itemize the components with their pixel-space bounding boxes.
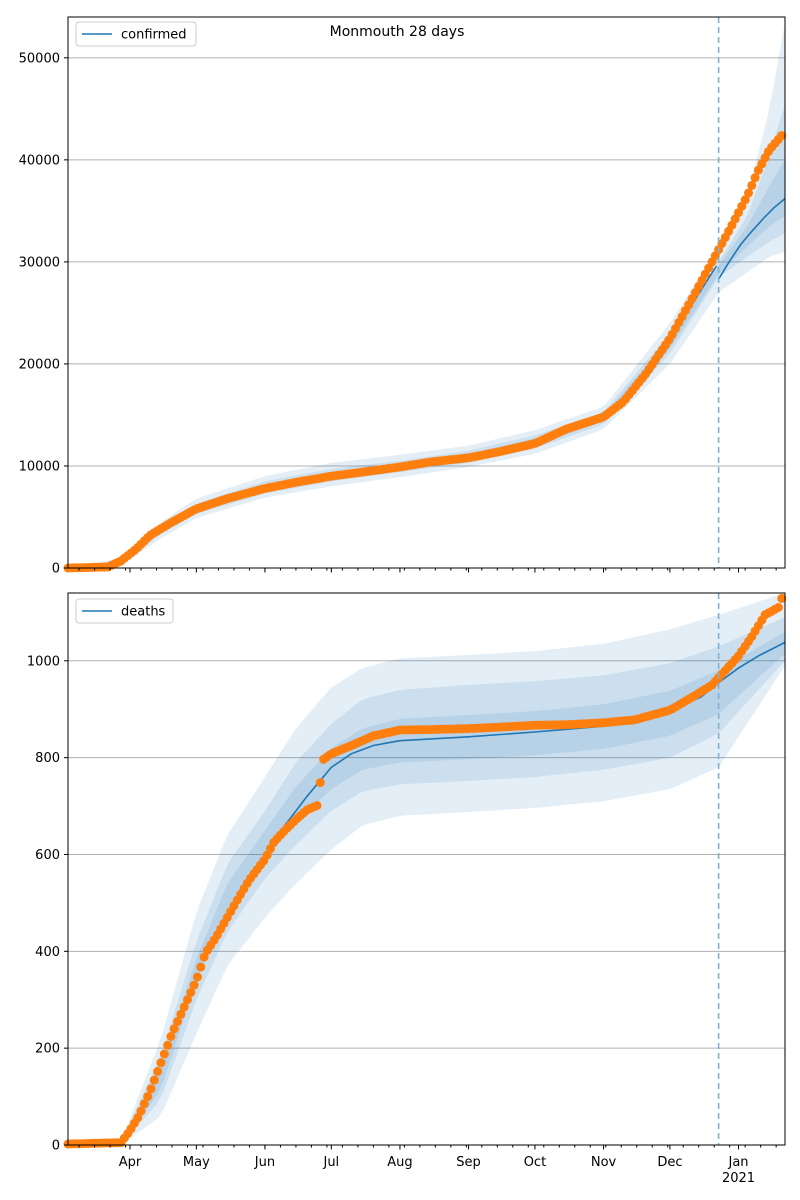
x-tick-year-label: 2021 bbox=[722, 1171, 755, 1186]
deaths-observed-point bbox=[773, 603, 783, 612]
deaths-observed-point bbox=[153, 1066, 163, 1076]
deaths-band-1 bbox=[68, 593, 785, 1145]
deaths-observed-point bbox=[173, 1017, 182, 1026]
deaths-y-tick-label: 800 bbox=[35, 751, 60, 766]
confirmed-legend: confirmed bbox=[75, 21, 197, 47]
confirmed-observed-point bbox=[747, 180, 757, 190]
deaths-band-2 bbox=[68, 617, 785, 1145]
deaths-legend-label: deaths bbox=[121, 605, 166, 620]
x-tick-label: Aug bbox=[387, 1155, 412, 1170]
deaths-observed-point bbox=[312, 801, 322, 811]
confirmed-observed-point bbox=[740, 195, 750, 205]
confirmed-observed-point bbox=[777, 131, 787, 141]
deaths-observed-point bbox=[156, 1058, 166, 1068]
deaths-observed-point bbox=[196, 962, 206, 972]
deaths-y-tick-label: 600 bbox=[35, 848, 60, 863]
confirmed-legend-box bbox=[75, 21, 197, 47]
figure-title: Monmouth 28 days bbox=[330, 24, 465, 40]
deaths-y-tick-label: 1000 bbox=[27, 654, 60, 669]
deaths-model-line bbox=[284, 641, 786, 826]
deaths-observed-point bbox=[183, 995, 192, 1005]
x-tick-label: Oct bbox=[524, 1155, 546, 1170]
confirmed-y-tick-label: 30000 bbox=[19, 255, 60, 270]
deaths-observed-point bbox=[179, 1002, 189, 1012]
deaths-observed-point bbox=[139, 1099, 149, 1109]
deaths-y-tick-label: 0 bbox=[52, 1139, 60, 1154]
deaths-observed-point bbox=[777, 593, 787, 603]
deaths-observed-point bbox=[163, 1040, 173, 1050]
deaths-observed-point bbox=[176, 1009, 186, 1019]
confirmed-legend-label: confirmed bbox=[121, 28, 187, 43]
confirmed-observed-point bbox=[744, 188, 753, 198]
x-tick-label: Sep bbox=[456, 1155, 481, 1170]
confirmed-axes-frame bbox=[67, 16, 786, 569]
deaths-observed-point bbox=[166, 1032, 176, 1041]
deaths-observed-point bbox=[315, 778, 325, 788]
confirmed-plot-area bbox=[68, 17, 785, 568]
deaths-observed-point bbox=[146, 1084, 156, 1094]
deaths-y-axis-ticks: 0 200 400 600 800 1000 bbox=[27, 654, 68, 1154]
x-tick-label: Jul bbox=[322, 1155, 339, 1170]
x-tick-label: May bbox=[183, 1155, 210, 1170]
deaths-observed-point bbox=[149, 1075, 159, 1085]
x-tick-label: Apr bbox=[119, 1155, 142, 1170]
confirmed-model-line bbox=[717, 197, 786, 280]
x-tick-label: Jun bbox=[254, 1155, 275, 1170]
confirmed-y-tick-label: 50000 bbox=[19, 51, 60, 66]
deaths-axes-frame bbox=[67, 592, 786, 1146]
confirmed-y-tick-label: 0 bbox=[52, 562, 60, 577]
deaths-model-lines bbox=[284, 641, 786, 826]
confirmed-y-tick-label: 40000 bbox=[19, 153, 60, 168]
deaths-plot-area bbox=[68, 593, 785, 1145]
x-tick-label: Jan bbox=[728, 1155, 749, 1170]
deaths-observed-point bbox=[186, 988, 196, 997]
deaths-y-tick-label: 400 bbox=[35, 945, 60, 960]
deaths-observed-point bbox=[133, 1113, 143, 1123]
deaths-observed-point bbox=[159, 1049, 169, 1059]
x-tick-label: Dec bbox=[657, 1155, 682, 1170]
deaths-y-tick-label: 200 bbox=[35, 1042, 60, 1057]
deaths-observed-points bbox=[63, 593, 787, 1149]
deaths-panel: 0 200 400 600 800 1000 Apr May Jun Jul Aug Sep Oct N… bbox=[27, 592, 787, 1186]
deaths-observed-point bbox=[199, 952, 209, 962]
confirmed-observed-points bbox=[63, 131, 787, 573]
deaths-observed-point bbox=[189, 980, 199, 990]
deaths-observed-point bbox=[193, 972, 202, 982]
confirmed-y-tick-label: 10000 bbox=[19, 459, 60, 474]
deaths-observed-point bbox=[143, 1092, 153, 1102]
confirmed-observed-point bbox=[750, 173, 760, 183]
deaths-legend-box bbox=[75, 598, 174, 624]
deaths-observed-point bbox=[136, 1106, 146, 1116]
confirmed-y-tick-label: 20000 bbox=[19, 357, 60, 372]
x-tick-label: Nov bbox=[591, 1155, 617, 1170]
confirmed-y-axis-ticks: 0 10000 20000 30000 40000 50000 bbox=[19, 51, 68, 577]
deaths-legend: deaths bbox=[75, 598, 174, 624]
deaths-observed-point bbox=[169, 1024, 179, 1034]
confirmed-panel: 0 10000 20000 30000 40000 50000 Monmouth 28 d… bbox=[19, 16, 787, 577]
